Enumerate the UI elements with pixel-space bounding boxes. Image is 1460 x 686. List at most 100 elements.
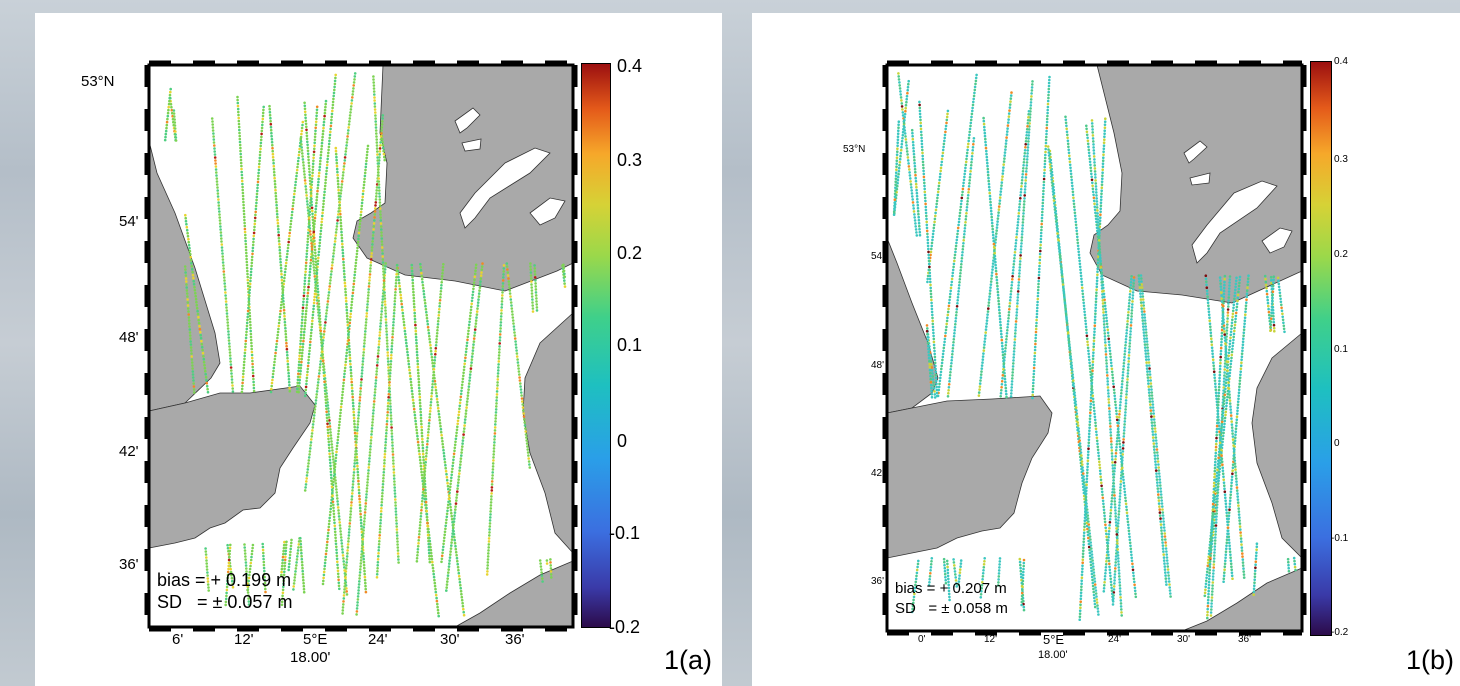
track-dot — [474, 319, 478, 322]
track-dot — [441, 272, 444, 275]
track-dot — [1008, 106, 1012, 109]
track-dot — [263, 569, 266, 573]
track-dot — [1221, 437, 1225, 441]
track-dot — [325, 543, 329, 547]
track-dot — [280, 567, 284, 571]
track-dot — [190, 361, 194, 364]
track-dot — [933, 217, 937, 221]
track-dot — [562, 263, 565, 267]
track-dot — [347, 332, 350, 336]
track-dot — [440, 560, 443, 564]
track-dot — [248, 314, 252, 318]
track-dot — [348, 356, 352, 360]
track-dot — [1222, 408, 1225, 412]
track-dot — [421, 283, 425, 287]
track-dot — [383, 285, 386, 288]
track-dot — [969, 173, 972, 176]
track-dot — [377, 340, 381, 343]
track-dot — [342, 603, 345, 606]
track-dot — [998, 202, 1001, 205]
track-dot — [489, 504, 493, 507]
track-dot — [1229, 487, 1233, 491]
track-dot — [300, 132, 303, 136]
track-dot — [373, 99, 376, 102]
track-dot — [993, 254, 997, 258]
track-dot — [335, 164, 339, 168]
track-dot — [1120, 389, 1123, 392]
track-dot — [981, 355, 985, 358]
track-dot — [325, 407, 328, 411]
track-dot — [366, 306, 369, 309]
track-dot — [947, 389, 950, 392]
track-dot — [433, 359, 437, 362]
track-dot — [316, 381, 320, 384]
track-dot — [246, 269, 249, 273]
track-dot — [184, 213, 187, 217]
track-dot — [398, 287, 402, 291]
track-dot — [463, 362, 467, 366]
track-dot — [1107, 533, 1111, 536]
track-dot — [488, 531, 491, 534]
track-dot — [226, 573, 230, 577]
track-dot — [343, 372, 346, 376]
track-dot — [323, 114, 326, 118]
track-dot — [325, 410, 328, 414]
track-dot — [378, 153, 382, 156]
track-dot — [254, 204, 258, 208]
track-dot — [1205, 570, 1209, 574]
track-dot — [206, 390, 210, 394]
track-dot — [329, 510, 332, 514]
track-dot — [977, 391, 981, 394]
track-dot — [901, 114, 905, 117]
track-dot — [533, 270, 537, 273]
track-dot — [310, 203, 314, 207]
track-dot — [374, 379, 378, 382]
track-dot — [971, 149, 974, 152]
track-dot — [1126, 314, 1130, 317]
track-dot — [352, 413, 356, 417]
track-dot — [541, 580, 544, 583]
track-dot — [363, 578, 367, 582]
track-dot — [400, 305, 404, 309]
track-dot — [299, 339, 303, 343]
track-dot — [1092, 593, 1096, 597]
track-dot — [493, 441, 496, 444]
track-dot — [934, 214, 937, 218]
track-dot — [1040, 219, 1044, 223]
track-dot — [342, 375, 346, 379]
track-dot — [215, 180, 219, 183]
track-dot — [998, 557, 1002, 560]
track-dot — [258, 156, 262, 160]
track-dot — [487, 543, 491, 546]
track-dot — [987, 307, 990, 310]
track-dot — [987, 179, 990, 183]
track-dot — [1220, 426, 1223, 430]
track-dot — [1237, 394, 1240, 398]
track-dot — [314, 251, 317, 255]
track-dot — [462, 430, 466, 433]
track-dot — [417, 371, 420, 375]
track-dot — [905, 147, 909, 150]
track-dot — [245, 266, 249, 270]
track-dot — [334, 542, 338, 546]
track-dot — [313, 219, 317, 223]
track-dot — [312, 307, 315, 311]
track-dot — [381, 143, 385, 147]
track-dot — [253, 216, 257, 220]
track-dot — [226, 582, 229, 586]
track-dot — [230, 372, 233, 375]
track-dot — [301, 315, 304, 319]
track-dot — [192, 379, 195, 382]
track-dot — [327, 416, 331, 419]
map-panel-a: 53°N 54' 48' 42' 36' 6' 12' 5°E 24' 30' … — [35, 13, 722, 686]
track-dot — [321, 205, 325, 209]
track-dot — [347, 335, 350, 339]
track-dot — [303, 327, 306, 331]
track-dot — [354, 444, 358, 447]
track-dot — [366, 144, 370, 148]
track-dot — [467, 326, 471, 330]
track-dot — [313, 289, 317, 293]
track-dot — [1230, 350, 1234, 354]
track-dot — [253, 225, 256, 229]
track-dot — [409, 374, 412, 378]
